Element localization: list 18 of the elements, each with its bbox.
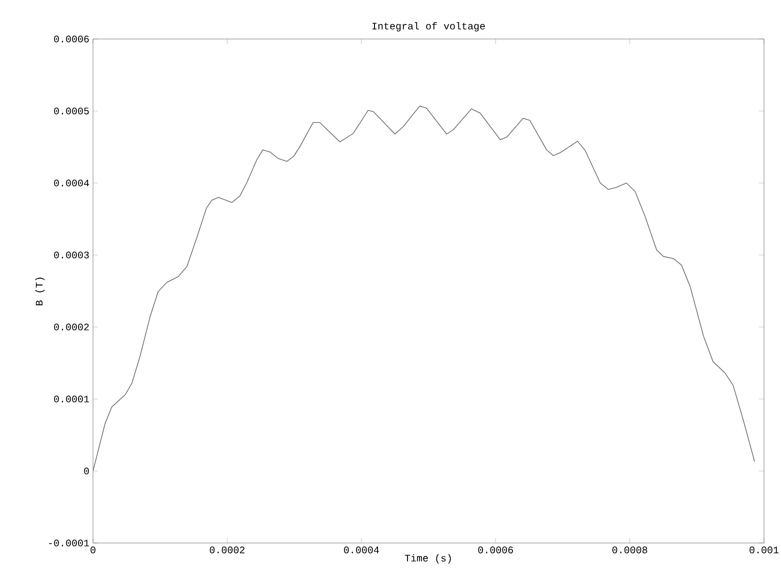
- x-tick-label: 0.0008: [612, 546, 648, 554]
- x-tick-label: 0.0006: [478, 546, 513, 554]
- y-tick-label: -0.0001: [49, 540, 89, 546]
- y-tick-label: 0.0001: [54, 396, 89, 402]
- y-tick-label: 0.0005: [54, 108, 89, 114]
- y-tick-label: 0: [84, 468, 89, 474]
- y-axis-title: B (T): [35, 278, 45, 306]
- y-tick-label: 0.0003: [54, 252, 89, 258]
- x-tick-label: 0: [90, 546, 96, 554]
- y-tick-label: 0.0006: [54, 36, 89, 42]
- line-series: [93, 106, 756, 472]
- x-tick-label: 0.0004: [344, 546, 379, 554]
- y-tick-label: 0.0004: [54, 180, 89, 186]
- y-tick-label: 0.0002: [54, 324, 89, 330]
- x-tick-label: 0.0002: [210, 546, 244, 554]
- x-tick-label: 0.001: [750, 546, 779, 554]
- x-axis-title: Time (s): [404, 554, 451, 564]
- chart-title: Integral of voltage: [372, 22, 485, 32]
